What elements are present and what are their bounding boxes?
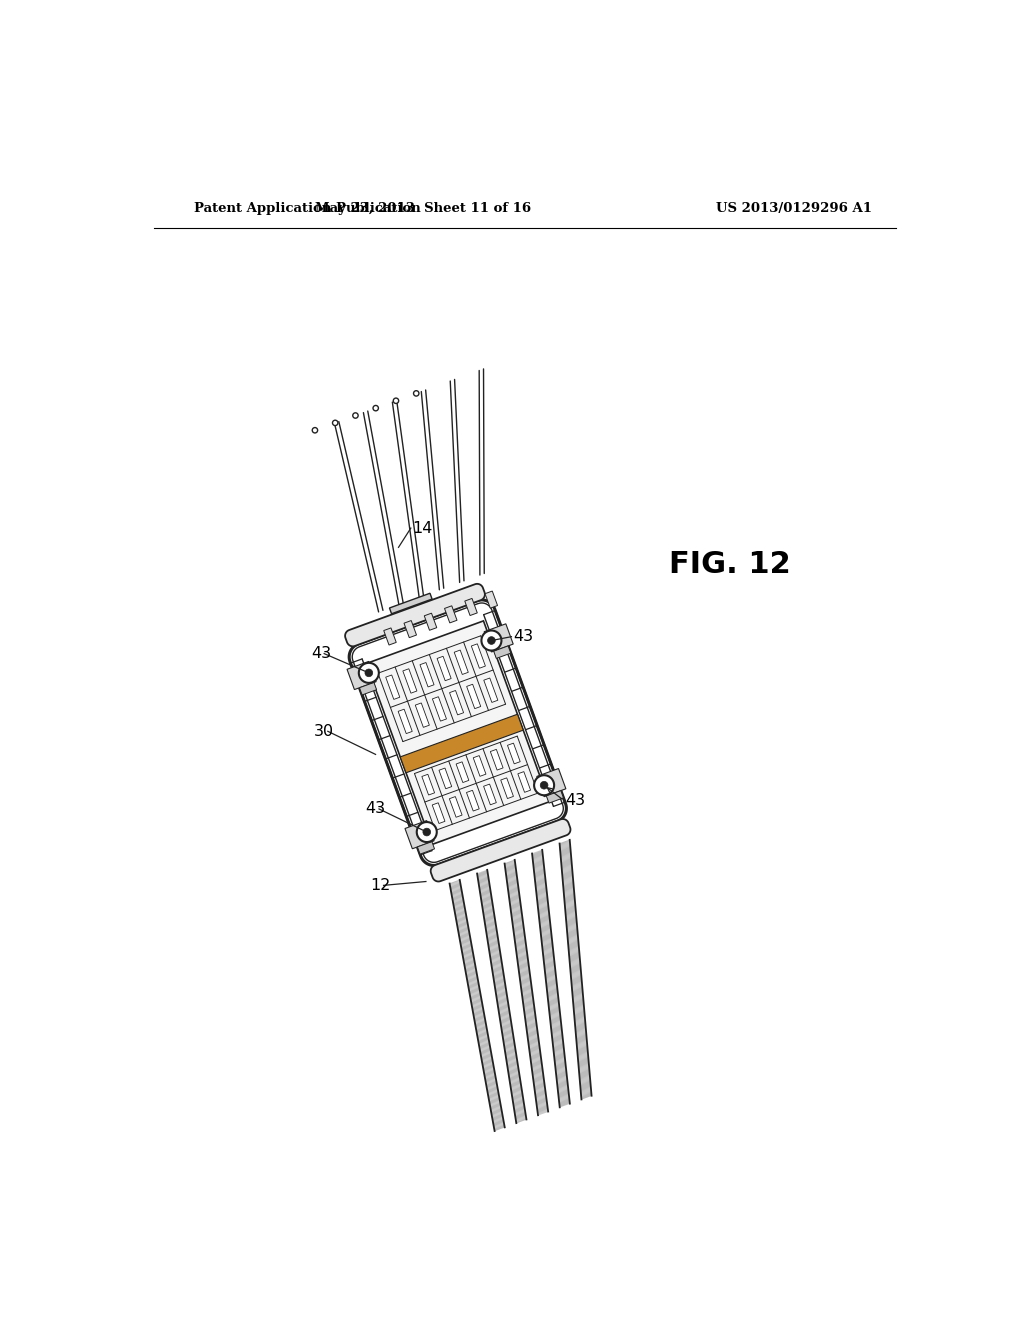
Text: 12: 12 [371,878,391,892]
Polygon shape [389,593,432,614]
Polygon shape [483,784,497,805]
Polygon shape [386,675,399,700]
Polygon shape [400,714,523,772]
Circle shape [365,669,373,677]
Polygon shape [432,803,445,824]
Polygon shape [473,755,486,776]
Circle shape [535,775,554,795]
Polygon shape [359,682,377,694]
Text: FIG. 12: FIG. 12 [669,550,791,579]
Polygon shape [485,591,498,609]
Polygon shape [398,709,413,734]
Text: 30: 30 [314,723,334,739]
Polygon shape [455,649,468,675]
Circle shape [373,405,379,411]
Circle shape [417,822,437,842]
Text: May 23, 2013  Sheet 11 of 16: May 23, 2013 Sheet 11 of 16 [315,202,531,215]
Circle shape [352,413,358,418]
Polygon shape [456,762,469,783]
Polygon shape [494,645,511,659]
Polygon shape [450,690,464,715]
Circle shape [423,828,431,836]
Polygon shape [471,644,485,668]
Polygon shape [484,624,513,652]
Polygon shape [547,791,563,803]
Text: 43: 43 [366,801,385,817]
Text: 43: 43 [513,630,534,644]
Polygon shape [537,768,566,797]
Polygon shape [420,663,434,686]
Polygon shape [367,620,549,845]
Circle shape [358,663,379,682]
Polygon shape [490,750,503,770]
Circle shape [481,631,502,651]
Polygon shape [349,599,566,866]
Polygon shape [439,768,452,789]
Polygon shape [345,583,485,647]
Polygon shape [424,614,437,630]
Circle shape [414,391,419,396]
Circle shape [312,428,317,433]
Polygon shape [431,818,570,882]
Circle shape [393,399,398,404]
Text: 43: 43 [565,793,586,808]
Circle shape [487,636,496,644]
Circle shape [333,420,338,425]
Polygon shape [347,661,376,689]
Polygon shape [418,842,434,854]
Polygon shape [518,772,530,792]
Polygon shape [467,684,480,709]
Polygon shape [437,656,452,681]
Polygon shape [467,791,479,810]
Polygon shape [501,777,513,799]
Text: 14: 14 [413,520,433,536]
Polygon shape [465,598,477,615]
Polygon shape [404,620,417,638]
Polygon shape [416,704,429,727]
Text: Patent Application Publication: Patent Application Publication [194,202,421,215]
Polygon shape [483,678,498,702]
Polygon shape [432,697,446,721]
Text: US 2013/0129296 A1: US 2013/0129296 A1 [716,202,871,215]
Circle shape [541,781,548,789]
Text: 43: 43 [311,645,331,661]
Polygon shape [444,606,457,623]
Polygon shape [450,796,462,817]
Polygon shape [422,775,434,795]
Polygon shape [384,628,396,645]
Polygon shape [404,821,434,849]
Polygon shape [402,669,417,693]
Polygon shape [508,743,520,764]
